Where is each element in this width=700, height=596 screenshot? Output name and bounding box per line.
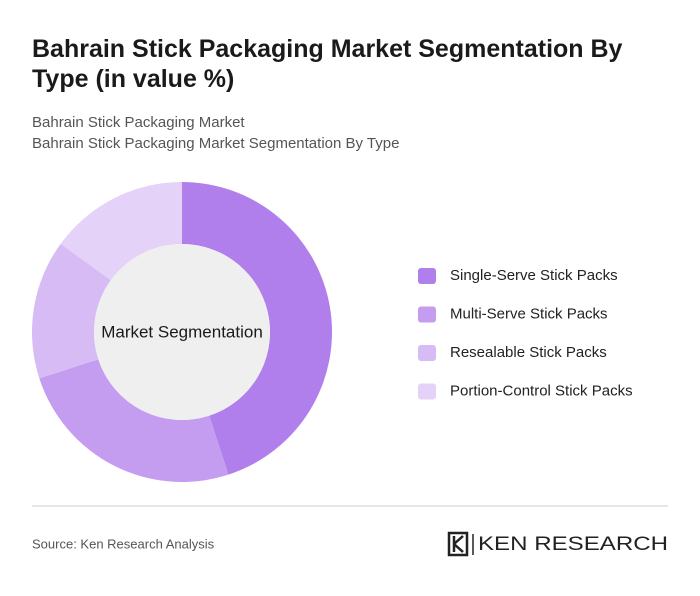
donut-slice [32,243,111,379]
legend-swatch [418,383,436,400]
logo-icon [447,531,469,557]
donut-hole [94,244,270,420]
donut-slice [60,182,183,281]
title: Bahrain Stick Packaging Market Segmentat… [32,35,623,93]
subtitle: Bahrain Stick Packaging Market Segmentat… [32,135,399,152]
logo: KEN RESEARCH [447,531,668,557]
legend-swatch [418,345,436,361]
logo-text: KEN RESEARCH [478,534,668,555]
donut-slice [182,182,333,475]
donut-slice [39,359,229,482]
subtitle: Bahrain Stick Packaging Market [32,114,245,131]
center-label: Market Segmentation [101,322,263,341]
legend: Single-Serve Stick Packs Multi-Serve Stic… [418,267,633,400]
source: Source: Ken Research Analysis [32,536,215,551]
logo-icon [452,535,464,553]
legend-swatch [418,268,436,284]
legend-label: Resealable Stick Packs [450,344,607,361]
donut-chart [32,182,333,482]
legend-label: Multi-Serve Stick Packs [450,305,608,322]
legend-swatch [418,306,436,323]
legend-label: Single-Serve Stick Packs [450,267,618,284]
legend-label: Portion-Control Stick Packs [450,382,633,399]
